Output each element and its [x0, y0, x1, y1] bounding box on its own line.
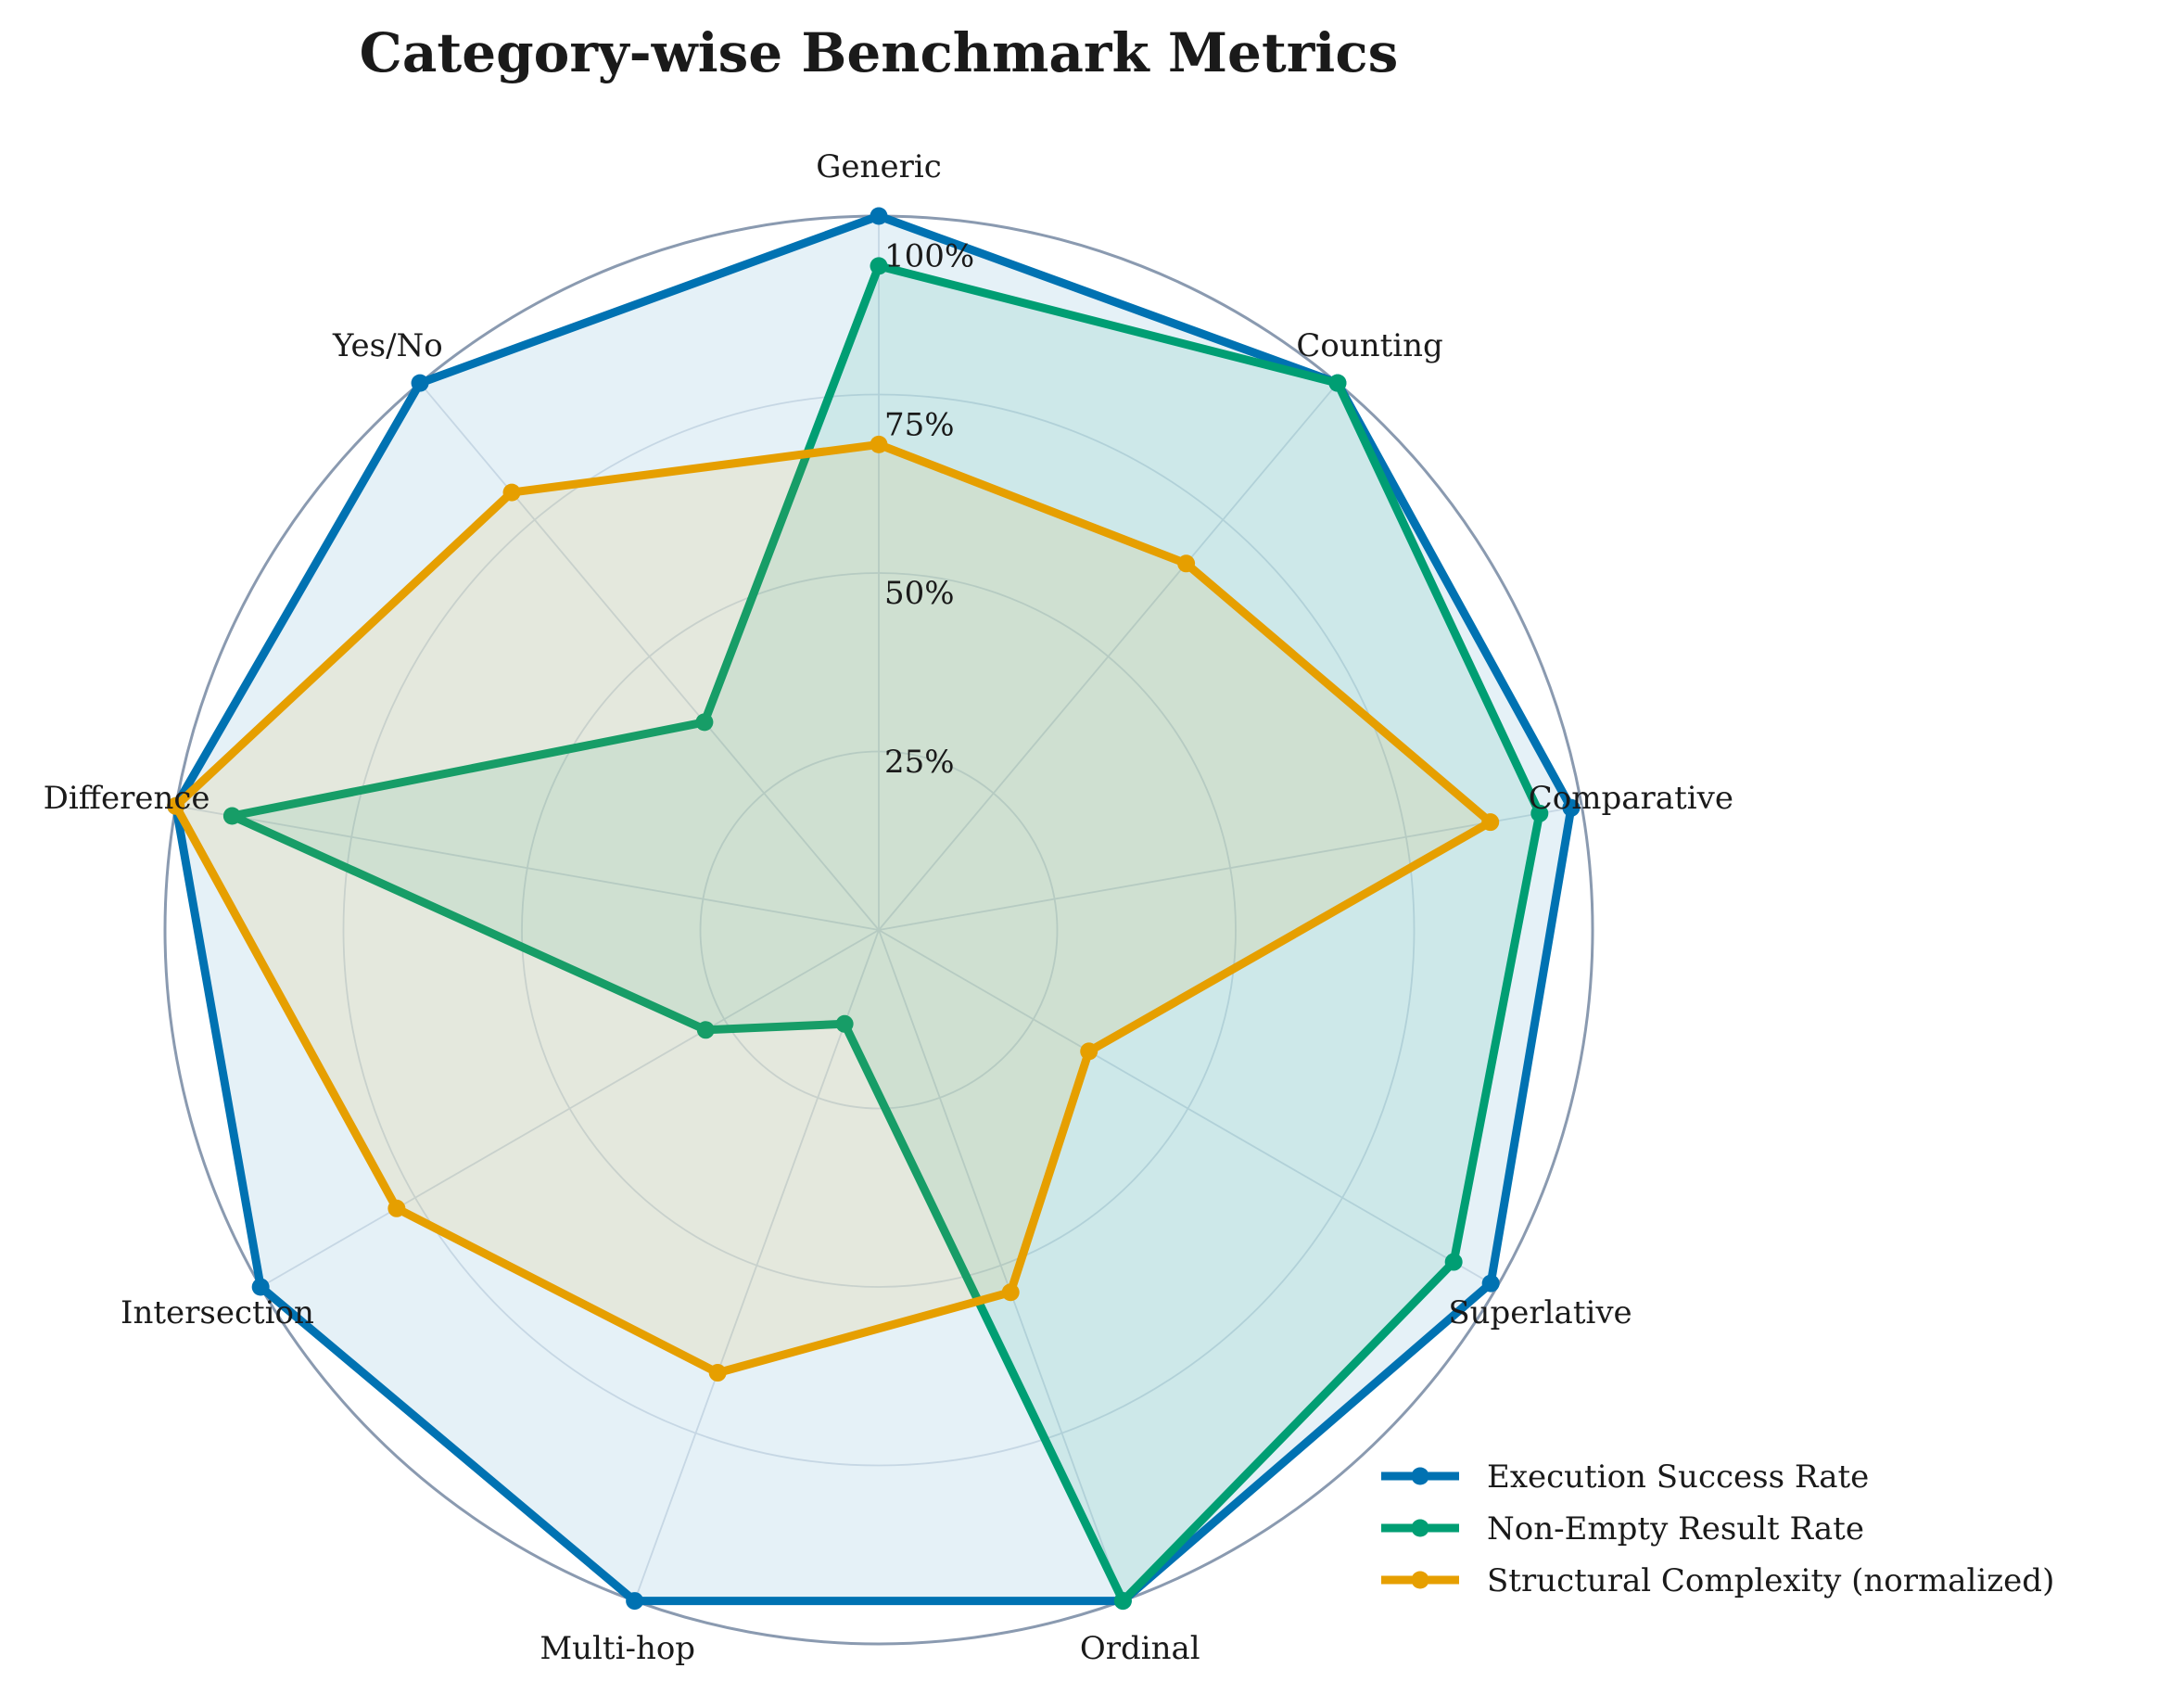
grid-spoke	[633, 929, 880, 1601]
category-label: Ordinal	[1080, 1630, 1200, 1667]
legend: Execution Success Rate Non-Empty Result R…	[1381, 1458, 2054, 1599]
grid-spoke	[878, 805, 1582, 931]
data-point	[1444, 1253, 1463, 1271]
series-line	[171, 439, 1495, 1378]
data-point	[1481, 813, 1500, 832]
legend-marker	[1411, 1467, 1429, 1485]
data-point	[870, 207, 888, 225]
data-point	[695, 713, 714, 732]
data-point	[1530, 804, 1549, 822]
radial-tick-label: 75%	[884, 406, 955, 443]
series-2	[167, 435, 1500, 1382]
legend-label: Non-Empty Result Rate	[1487, 1510, 1864, 1548]
category-labels: Generic Counting Comparative Superlative Ord…	[44, 148, 1733, 1667]
data-point	[1177, 554, 1196, 573]
data-point	[502, 483, 521, 502]
legend-marker	[1411, 1519, 1429, 1537]
category-label: Generic	[816, 148, 941, 185]
data-point	[870, 435, 888, 453]
data-point	[1113, 1592, 1132, 1611]
grid-spoke	[878, 929, 1124, 1601]
data-point	[626, 1592, 644, 1611]
category-label: Yes/No	[332, 327, 443, 364]
data-point	[696, 1021, 715, 1039]
radial-tick-label: 50%	[884, 575, 955, 612]
series-line	[227, 261, 1544, 1606]
chart-title: Category-wise Benchmark Metrics	[360, 21, 1399, 84]
data-point	[708, 1364, 727, 1382]
legend-label: Execution Success Rate	[1487, 1458, 1869, 1496]
grid-spoke	[260, 929, 880, 1288]
data-point	[167, 796, 185, 815]
data-point	[1562, 798, 1581, 817]
data-point	[411, 374, 429, 392]
radial-ticks: 25% 50% 75% 100%	[884, 237, 974, 781]
data-point	[870, 257, 888, 275]
grid-spoke	[175, 805, 880, 931]
data-point	[387, 1199, 406, 1217]
data-point	[1001, 1283, 1020, 1302]
legend-item-1: Non-Empty Result Rate	[1381, 1510, 1864, 1548]
series-1	[222, 257, 1549, 1611]
category-label: Comparative	[1529, 780, 1733, 817]
legend-label: Structural Complexity (normalized)	[1487, 1562, 2054, 1599]
data-point	[835, 1014, 854, 1033]
grid-spoke	[878, 929, 1498, 1288]
data-point	[1080, 1042, 1098, 1061]
data-point	[1481, 1274, 1500, 1293]
series-fill	[175, 216, 1571, 1601]
radial-tick-label: 100%	[884, 237, 974, 274]
category-label: Counting	[1296, 327, 1442, 364]
data-point	[1328, 374, 1347, 392]
grid-spoke	[419, 382, 880, 931]
series-0	[167, 207, 1581, 1611]
series-fill	[232, 265, 1540, 1601]
legend-item-2: Structural Complexity (normalized)	[1381, 1562, 2054, 1599]
data-point	[222, 807, 241, 825]
grid-spoke	[878, 382, 1339, 931]
data-point	[251, 1278, 270, 1296]
series-fill	[175, 444, 1491, 1373]
radial-tick-label: 25%	[884, 744, 955, 781]
series-layer	[167, 207, 1581, 1611]
category-label: Difference	[44, 780, 210, 817]
grid	[163, 214, 1594, 1646]
category-label: Superlative	[1448, 1294, 1632, 1331]
category-label: Intersection	[121, 1294, 314, 1331]
legend-item-0: Execution Success Rate	[1381, 1458, 1869, 1496]
legend-marker	[1411, 1571, 1429, 1589]
series-line	[171, 211, 1576, 1606]
category-label: Multi-hop	[540, 1630, 695, 1667]
